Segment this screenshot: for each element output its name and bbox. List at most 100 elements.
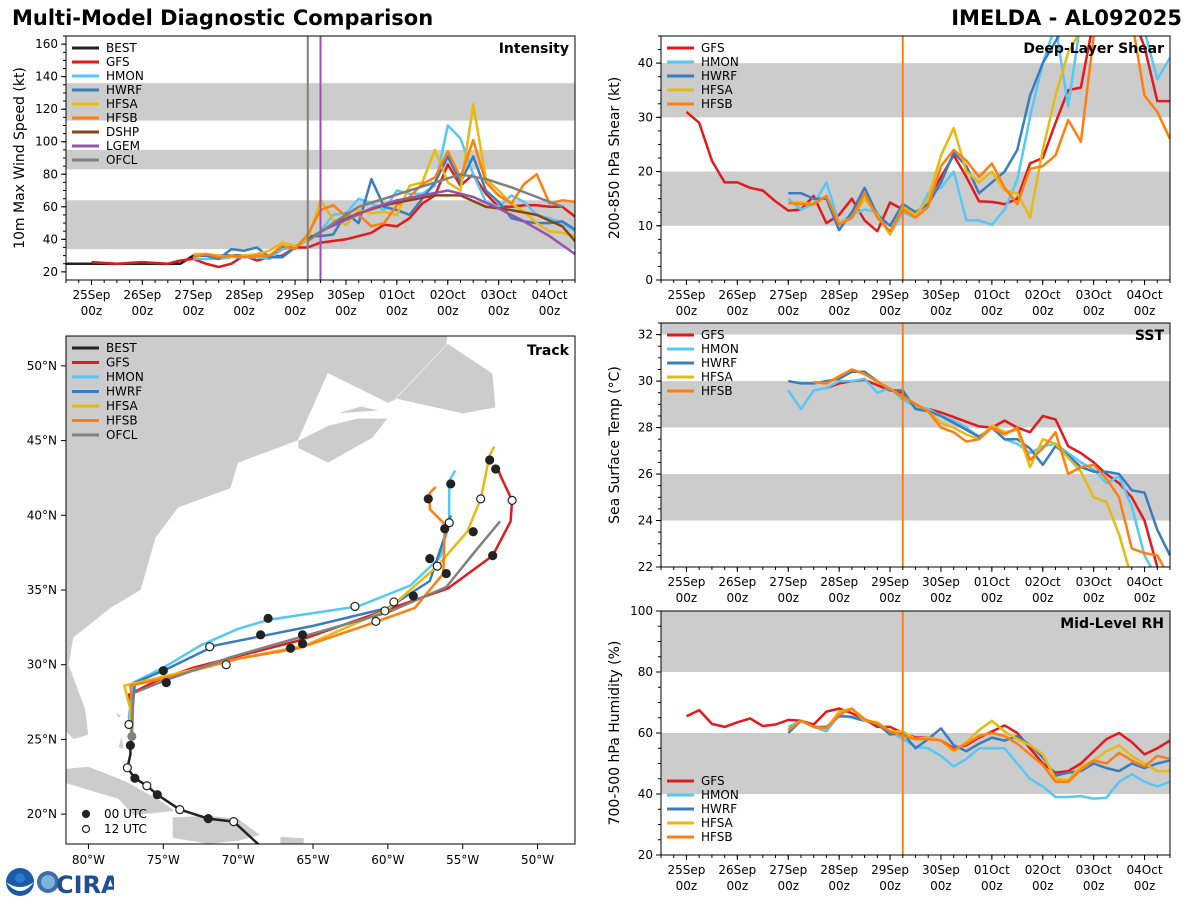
x-tick-label-day: 25Sep <box>73 288 111 302</box>
y-tick-label: 40 <box>638 56 653 70</box>
x-tick-label-hour: 00z <box>182 304 204 318</box>
legend-label: HFSA <box>106 97 139 111</box>
x-tick-label-day: 28Sep <box>820 863 858 877</box>
lon-tick-label: 55°W <box>446 853 479 867</box>
x-tick-label-day: 27Sep <box>769 863 807 877</box>
track-marker-12utc <box>205 642 215 652</box>
land-mass <box>335 405 381 414</box>
x-tick-label-day: 04Oct <box>1127 288 1163 302</box>
series-line-gfs <box>91 163 575 269</box>
x-tick-label-day: 27Sep <box>769 288 807 302</box>
x-tick-label-hour: 00z <box>828 304 850 318</box>
legend-label: HFSB <box>701 97 733 111</box>
x-tick-label-day: 03Oct <box>1076 575 1112 589</box>
lon-tick-label: 75°W <box>147 853 180 867</box>
track-marker-00utc <box>408 591 418 601</box>
x-tick-label-hour: 00z <box>879 591 901 605</box>
y-axis-label: 200-850 hPa Shear (kt) <box>607 77 623 239</box>
track-marker-12utc <box>175 805 185 815</box>
track-marker-00utc <box>297 630 308 640</box>
x-tick-label-hour: 00z <box>727 591 749 605</box>
x-tick-label-day: 01Oct <box>379 288 415 302</box>
cira-logo-icon: CIRA <box>37 871 114 898</box>
x-tick-label-hour: 00z <box>981 879 1003 893</box>
lat-tick-label: 35°N <box>27 583 57 597</box>
land-mass <box>114 711 122 720</box>
x-tick-label-hour: 00z <box>727 879 749 893</box>
y-tick-label: 120 <box>35 102 58 116</box>
y-tick-label: 0 <box>645 273 653 287</box>
track-line-hfsb <box>129 486 447 737</box>
track-marker-12utc <box>380 606 390 616</box>
marker-legend-symbol <box>81 809 91 819</box>
y-tick-label: 20 <box>638 848 653 862</box>
y-tick-label: 28 <box>638 421 653 435</box>
x-tick-label-hour: 00z <box>1134 591 1156 605</box>
y-tick-label: 40 <box>638 787 653 801</box>
x-tick-label-day: 02Oct <box>1025 288 1061 302</box>
x-tick-label-day: 03Oct <box>1076 863 1112 877</box>
x-tick-label-hour: 00z <box>1134 304 1156 318</box>
agency-logos: CIRA <box>6 868 114 898</box>
x-tick-label-day: 30Sep <box>922 863 960 877</box>
x-tick-label-hour: 00z <box>981 591 1003 605</box>
legend-label: DSHP <box>106 125 139 139</box>
rh-panel: 20 40 60 80 100 25Sep 00z 26Sep 00z 27Sep 00z 28Sep… <box>607 604 1171 893</box>
track-marker-12utc <box>432 561 442 571</box>
x-tick-label-day: 25Sep <box>668 288 706 302</box>
x-tick-label-hour: 00z <box>777 879 799 893</box>
y-tick-label: 100 <box>630 604 653 618</box>
lon-tick-label: 70°W <box>222 853 255 867</box>
panel-title: Mid-Level RH <box>1060 616 1164 632</box>
x-tick-label-day: 29Sep <box>871 288 909 302</box>
legend-label: HWRF <box>106 83 142 97</box>
sst-frame <box>660 322 1171 568</box>
track-marker-00utc <box>423 494 433 504</box>
x-tick-label-hour: 00z <box>676 304 698 318</box>
track-marker-00utc <box>446 479 456 489</box>
x-tick-label-day: 03Oct <box>1076 288 1112 302</box>
land-mass <box>394 343 497 415</box>
initial-position-marker <box>127 731 137 741</box>
x-tick-label-hour: 00z <box>676 591 698 605</box>
x-tick-label-day: 04Oct <box>1127 575 1163 589</box>
x-tick-label-hour: 00z <box>335 304 357 318</box>
x-tick-label-hour: 00z <box>1032 879 1054 893</box>
series-line-hwrf <box>788 36 1096 232</box>
legend-label: GFS <box>701 41 725 55</box>
legend-label: HFSA <box>701 816 734 830</box>
x-tick-label-hour: 00z <box>676 879 698 893</box>
page-title: Multi-Model Diagnostic Comparison <box>12 6 434 30</box>
track-line-gfs <box>127 465 514 737</box>
intensity-plot-area <box>66 36 575 280</box>
x-tick-label-hour: 00z <box>1083 591 1105 605</box>
x-tick-label-hour: 00z <box>1083 304 1105 318</box>
x-tick-label-day: 02Oct <box>430 288 466 302</box>
marker-legend-label: 00 UTC <box>104 807 147 821</box>
marker-legend-symbol <box>81 824 91 834</box>
x-tick-label-hour: 00z <box>777 591 799 605</box>
x-tick-label-day: 28Sep <box>820 288 858 302</box>
y-tick-label: 80 <box>43 167 58 181</box>
series-line-ofcl <box>307 173 563 243</box>
x-tick-label-hour: 00z <box>81 304 103 318</box>
track-marker-12utc <box>221 660 231 670</box>
series-line-hfsb <box>813 368 1166 567</box>
track-marker-12utc <box>476 494 486 504</box>
x-tick-label-hour: 00z <box>777 304 799 318</box>
legend-label: HMON <box>701 788 739 802</box>
legend-label: GFS <box>106 356 130 370</box>
storm-title: IMELDA - AL092025 <box>951 6 1182 30</box>
track-marker-00utc <box>491 464 501 474</box>
track-marker-12utc <box>122 763 132 773</box>
lat-tick-label: 30°N <box>27 658 57 672</box>
x-tick-label-hour: 00z <box>981 304 1003 318</box>
x-tick-label-day: 02Oct <box>1025 863 1061 877</box>
legend-label: BEST <box>106 341 137 355</box>
x-tick-label-day: 01Oct <box>974 575 1010 589</box>
track-marker-12utc <box>124 719 134 730</box>
track-marker-00utc <box>488 551 498 561</box>
legend-label: GFS <box>701 774 725 788</box>
x-tick-label-hour: 00z <box>879 304 901 318</box>
